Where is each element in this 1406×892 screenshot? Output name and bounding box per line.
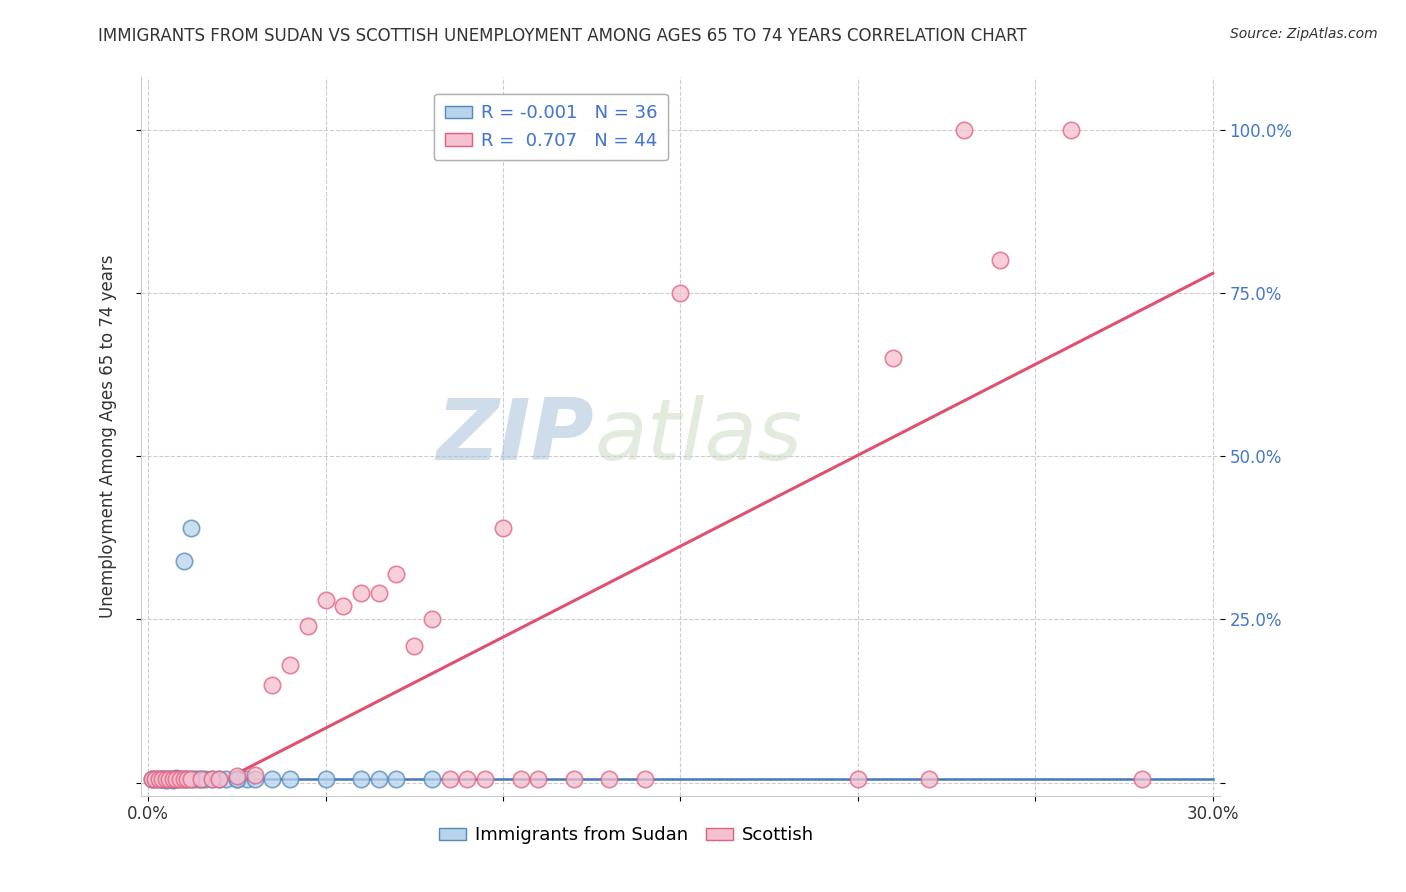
Legend: R = -0.001   N = 36, R =  0.707   N = 44: R = -0.001 N = 36, R = 0.707 N = 44 bbox=[434, 94, 668, 161]
Point bbox=[150, 772, 173, 787]
Point bbox=[150, 772, 173, 786]
Y-axis label: Unemployment Among Ages 65 to 74 years: Unemployment Among Ages 65 to 74 years bbox=[100, 255, 117, 618]
Point bbox=[278, 658, 301, 673]
Point bbox=[332, 599, 354, 614]
Point bbox=[367, 772, 389, 787]
Point bbox=[492, 521, 515, 535]
Point bbox=[634, 772, 657, 787]
Point bbox=[166, 772, 188, 787]
Point bbox=[439, 772, 461, 787]
Text: IMMIGRANTS FROM SUDAN VS SCOTTISH UNEMPLOYMENT AMONG AGES 65 TO 74 YEARS CORRELA: IMMIGRANTS FROM SUDAN VS SCOTTISH UNEMPL… bbox=[98, 27, 1028, 45]
Point bbox=[194, 772, 217, 787]
Point bbox=[243, 772, 266, 787]
Point bbox=[166, 771, 188, 785]
Point bbox=[162, 772, 184, 786]
Point bbox=[187, 772, 209, 787]
Point bbox=[150, 772, 173, 787]
Point bbox=[201, 772, 224, 787]
Point bbox=[420, 772, 443, 787]
Point bbox=[404, 639, 426, 653]
Point bbox=[155, 772, 177, 787]
Point bbox=[669, 285, 692, 300]
Point bbox=[190, 772, 212, 787]
Point bbox=[262, 772, 284, 787]
Point bbox=[201, 772, 224, 787]
Point bbox=[243, 768, 266, 782]
Point bbox=[157, 772, 180, 787]
Point bbox=[598, 772, 620, 787]
Point bbox=[315, 592, 337, 607]
Point bbox=[1060, 122, 1083, 136]
Point bbox=[148, 772, 170, 787]
Point bbox=[176, 772, 198, 787]
Point bbox=[385, 772, 408, 787]
Point bbox=[236, 772, 259, 787]
Point bbox=[208, 772, 231, 787]
Point bbox=[176, 772, 198, 787]
Point bbox=[846, 772, 869, 787]
Point bbox=[420, 612, 443, 626]
Text: atlas: atlas bbox=[595, 395, 801, 478]
Point bbox=[180, 521, 202, 535]
Point bbox=[527, 772, 550, 787]
Point bbox=[173, 772, 195, 787]
Point bbox=[155, 772, 177, 786]
Point bbox=[225, 772, 247, 787]
Point bbox=[208, 772, 231, 787]
Point bbox=[169, 772, 191, 787]
Point bbox=[141, 772, 163, 787]
Point bbox=[141, 772, 163, 787]
Point bbox=[1130, 772, 1153, 787]
Point bbox=[297, 619, 319, 633]
Point bbox=[350, 586, 373, 600]
Point bbox=[225, 769, 247, 783]
Point bbox=[367, 586, 389, 600]
Point bbox=[190, 772, 212, 787]
Point bbox=[262, 678, 284, 692]
Point bbox=[278, 772, 301, 787]
Point bbox=[350, 772, 373, 787]
Point bbox=[183, 772, 205, 787]
Point bbox=[162, 772, 184, 787]
Point bbox=[157, 772, 180, 787]
Point bbox=[988, 253, 1011, 268]
Point bbox=[166, 772, 188, 787]
Point bbox=[143, 772, 166, 787]
Point bbox=[315, 772, 337, 787]
Point bbox=[882, 351, 904, 366]
Text: Source: ZipAtlas.com: Source: ZipAtlas.com bbox=[1230, 27, 1378, 41]
Point bbox=[509, 772, 531, 787]
Point bbox=[225, 772, 247, 787]
Point bbox=[385, 566, 408, 581]
Point bbox=[162, 773, 184, 788]
Text: ZIP: ZIP bbox=[436, 395, 595, 478]
Point bbox=[456, 772, 478, 787]
Point bbox=[180, 772, 202, 787]
Point bbox=[953, 122, 976, 136]
Point bbox=[148, 772, 170, 787]
Point bbox=[143, 772, 166, 787]
Point bbox=[180, 772, 202, 787]
Point bbox=[173, 772, 195, 787]
Point bbox=[918, 772, 941, 787]
Point bbox=[169, 772, 191, 787]
Point bbox=[215, 772, 238, 787]
Point bbox=[474, 772, 496, 787]
Point bbox=[173, 554, 195, 568]
Point bbox=[562, 772, 585, 787]
Point bbox=[155, 773, 177, 788]
